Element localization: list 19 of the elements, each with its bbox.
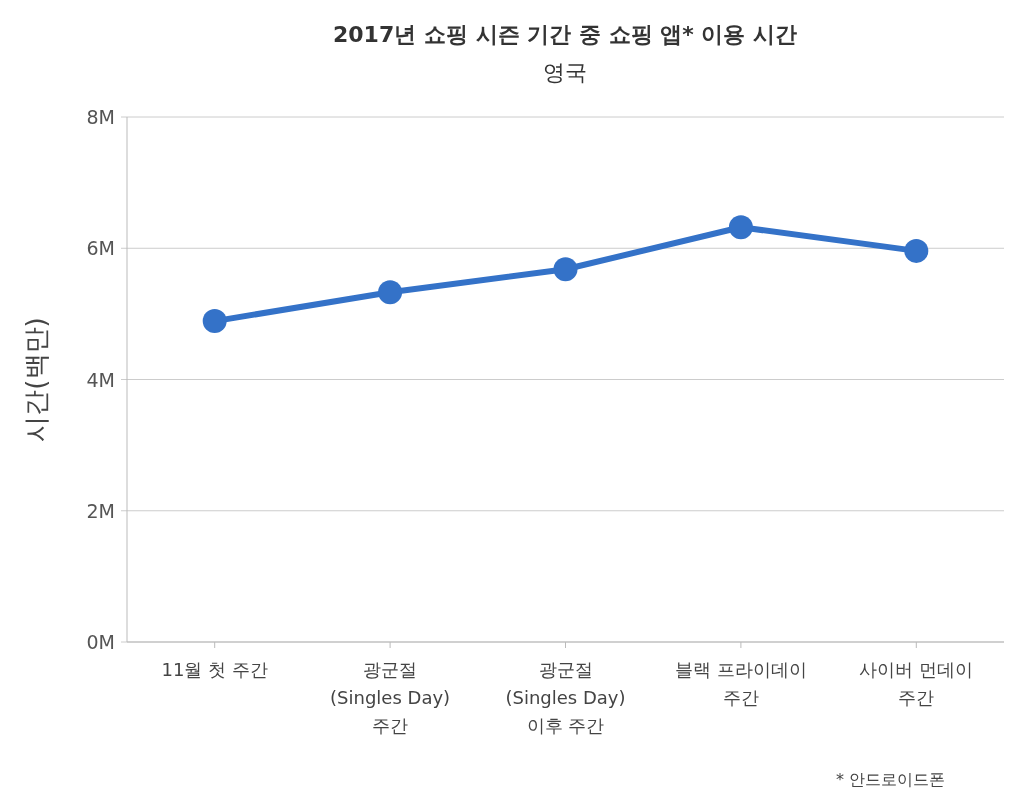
y-axis-title: 시간(백만) — [21, 317, 51, 442]
text: * 안드로이드폰 — [835, 770, 945, 789]
y-tick-label: 0M — [86, 631, 115, 653]
chart-subtitle: 영국 — [543, 60, 587, 85]
y-tick-label: 8M — [86, 106, 115, 128]
x-tick-label: 11월 첫 주간 — [161, 659, 268, 680]
y-tick-label: 2M — [86, 499, 115, 522]
chart-title: 2017년 쇼핑 시즌 기간 중 쇼핑 앱* 이용 시간 — [332, 22, 798, 47]
x-tick-label: 사이버 먼데이 주간 — [859, 659, 974, 708]
x-tick-label: 광군절 (Singles Day) 주간 — [330, 659, 451, 736]
y-tick-label: 4M — [86, 368, 115, 391]
point — [904, 238, 929, 263]
point — [553, 257, 578, 282]
point — [728, 215, 753, 240]
point — [202, 309, 227, 334]
x-tick-label: 블랙 프라이데이 주간 — [675, 659, 807, 708]
point — [378, 280, 403, 305]
x-tick-label: 광군절 (Singles Day) 이후 주간 — [505, 659, 626, 736]
y-tick-label: 6M — [86, 237, 115, 260]
